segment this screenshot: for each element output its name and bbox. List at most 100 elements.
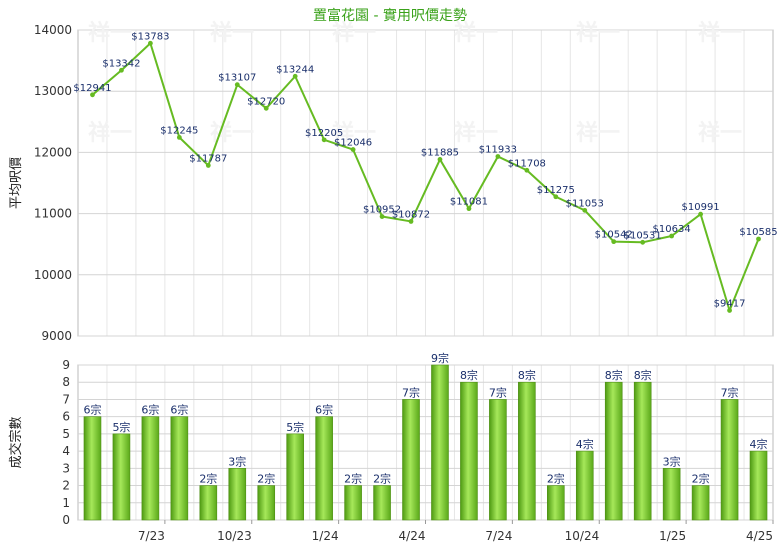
transaction-bar (749, 450, 768, 521)
price-point (466, 206, 472, 212)
bar-data-label: 2宗 (344, 472, 362, 486)
bar-data-label: 9宗 (431, 351, 449, 365)
bar-y-tick-label: 8 (62, 375, 70, 389)
price-data-label: $12046 (334, 138, 372, 149)
price-data-label: $11885 (421, 147, 459, 158)
transaction-bar (518, 381, 536, 521)
price-data-label: $11933 (479, 145, 517, 156)
price-data-label: $10991 (682, 202, 720, 213)
price-data-label: $13342 (102, 58, 140, 69)
watermark-text: 祥一 (576, 120, 620, 146)
price-data-label: $13244 (276, 64, 314, 75)
transaction-bar (575, 450, 594, 521)
watermark-text: 祥一 (88, 120, 132, 146)
x-tick-label: 1/24 (312, 529, 339, 543)
bar-y-tick-label: 9 (62, 358, 70, 372)
bar-y-tick-label: 7 (62, 392, 70, 406)
bar-y-axis-title: 成交宗數 (8, 416, 24, 468)
price-point (176, 135, 182, 140)
bar-data-label: 8宗 (518, 368, 536, 382)
transaction-bar (83, 416, 102, 521)
line-y-tick-label: 12000 (34, 145, 72, 159)
transaction-bar (286, 433, 304, 521)
bar-y-tick-label: 5 (62, 427, 70, 441)
bar-data-label: 6宗 (141, 403, 159, 417)
transaction-bar (547, 485, 565, 521)
price-data-label: $13783 (131, 31, 169, 42)
transaction-bar (257, 485, 276, 521)
transaction-bar (141, 416, 160, 521)
price-data-label: $11708 (508, 158, 546, 169)
bar-data-label: 8宗 (634, 368, 652, 382)
bar-data-label: 3宗 (663, 454, 681, 468)
price-point (147, 40, 153, 46)
price-point (119, 67, 124, 73)
transaction-bar (720, 399, 739, 521)
transaction-bar (170, 416, 189, 521)
bar-y-tick-label: 6 (62, 410, 70, 424)
watermark-text: 祥一 (576, 20, 620, 46)
bar-data-label: 6宗 (315, 403, 333, 417)
price-data-label: $10634 (653, 224, 691, 235)
bar-data-label: 7宗 (489, 385, 507, 399)
bar-data-label: 5宗 (112, 420, 130, 434)
bar-y-tick-label: 4 (62, 444, 70, 458)
bar-data-label: 2宗 (373, 472, 391, 486)
price-data-label: $12720 (247, 96, 285, 107)
price-point (408, 219, 414, 224)
transaction-bar (112, 433, 131, 521)
bar-data-label: 4宗 (750, 437, 768, 451)
x-tick-label: 7/24 (485, 529, 512, 543)
price-series-line (91, 42, 760, 312)
line-y-axis-title: 平均呎價 (9, 157, 24, 209)
transaction-bar (344, 485, 362, 521)
price-data-label: $13107 (218, 73, 256, 84)
price-point (205, 163, 211, 168)
price-data-label: $10952 (363, 205, 401, 216)
bar-data-label: 6宗 (170, 403, 188, 417)
price-point (524, 167, 530, 173)
x-tick-label: 7/23 (138, 529, 165, 543)
bar-y-tick-label: 0 (62, 513, 70, 527)
watermark-text: 祥一 (454, 20, 498, 46)
bar-data-label: 7宗 (402, 385, 420, 399)
price-point (292, 73, 298, 79)
bar-data-label: 3宗 (228, 454, 246, 468)
price-data-label: $11275 (537, 185, 575, 196)
transaction-bar (199, 485, 218, 521)
transaction-bar (691, 485, 710, 521)
price-point (698, 211, 704, 217)
price-point (582, 207, 588, 213)
chart-title: 置富花園 - 實用呎價走勢 (313, 7, 467, 24)
bar-y-tick-label: 1 (62, 496, 70, 510)
price-point (756, 236, 761, 242)
bar-y-tick-label: 3 (62, 461, 70, 475)
bar-data-label: 7宗 (721, 385, 739, 399)
price-point (90, 92, 95, 98)
price-point (495, 154, 501, 159)
line-y-tick-label: 10000 (34, 268, 72, 282)
price-point (611, 239, 617, 245)
bar-data-label: 6宗 (83, 403, 101, 417)
bar-data-label: 2宗 (547, 472, 565, 486)
transaction-bar (315, 416, 333, 521)
transaction-bar (431, 364, 449, 521)
bar-data-label: 2宗 (257, 472, 275, 486)
watermark-text: 祥一 (332, 120, 376, 146)
transaction-bar (662, 468, 681, 521)
watermark-text: 祥一 (698, 120, 742, 146)
price-point (379, 214, 385, 219)
line-y-tick-label: 9000 (41, 329, 72, 343)
watermark-text: 祥一 (698, 20, 742, 46)
bar-data-label: 8宗 (460, 368, 478, 382)
price-point (640, 239, 646, 245)
price-point (263, 105, 269, 111)
bar-data-label: 2宗 (692, 472, 710, 486)
transaction-bar (489, 399, 507, 521)
price-data-label: $10872 (392, 209, 430, 220)
x-tick-label: 1/25 (659, 529, 686, 543)
bar-data-label: 4宗 (576, 437, 594, 451)
watermark-text: 祥一 (454, 120, 498, 146)
